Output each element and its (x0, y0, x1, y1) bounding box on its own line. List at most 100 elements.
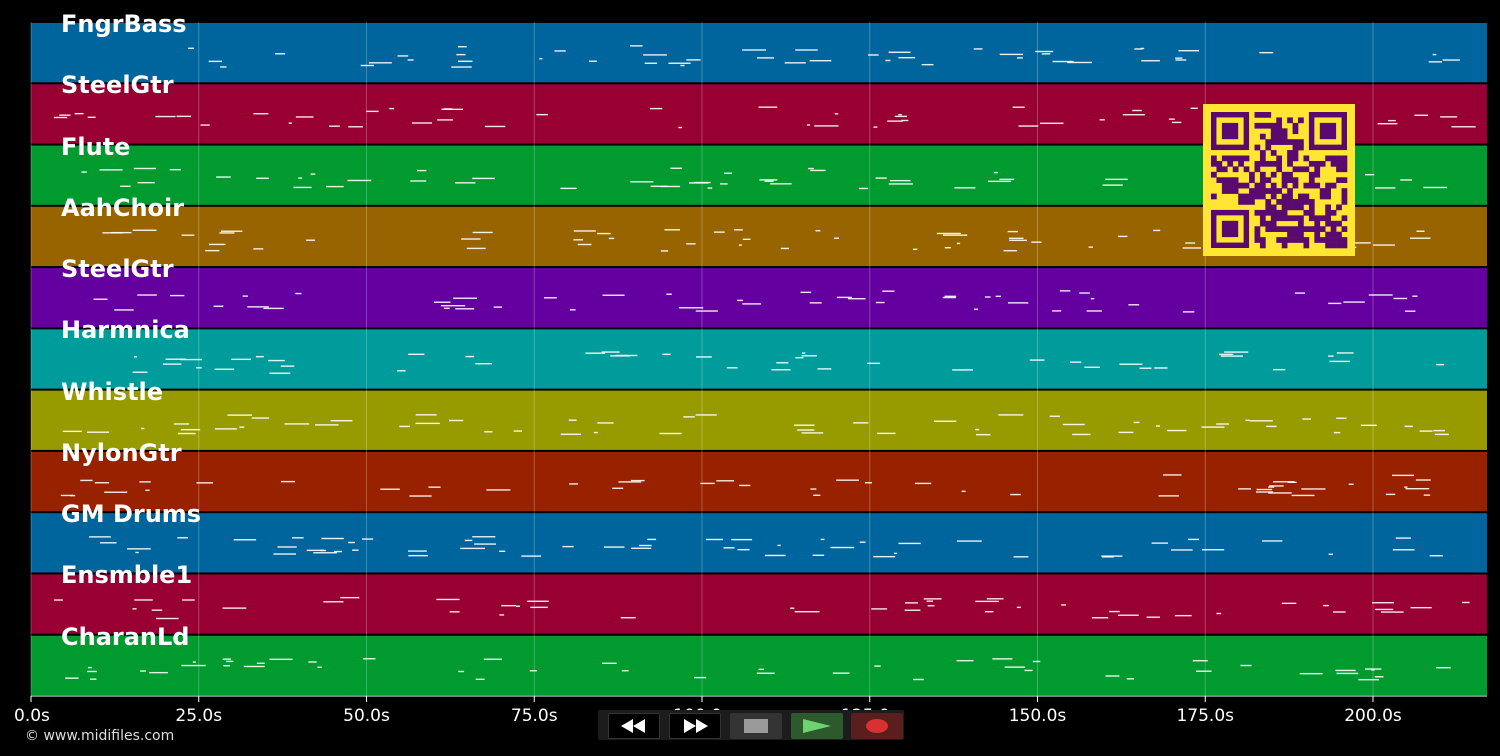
note (284, 423, 310, 425)
note (734, 229, 743, 231)
note (293, 186, 312, 189)
note (530, 606, 548, 609)
note (660, 185, 681, 188)
note (455, 182, 476, 184)
note (1432, 53, 1437, 56)
note (323, 601, 344, 603)
note (1119, 363, 1143, 365)
note (927, 605, 935, 607)
note (474, 543, 496, 545)
tick-label: 50.0s (343, 706, 390, 726)
copyright-credit: © www.midifiles.com (25, 728, 175, 744)
stop-button[interactable] (730, 713, 782, 739)
note (797, 429, 815, 431)
note (921, 63, 934, 66)
note (1079, 292, 1090, 294)
record-button[interactable] (851, 713, 903, 739)
note (601, 351, 620, 353)
note (995, 295, 1001, 298)
note (1266, 425, 1277, 428)
fast-forward-button[interactable] (669, 713, 721, 739)
note (562, 545, 574, 548)
note (397, 370, 406, 372)
note (165, 358, 186, 360)
note (913, 678, 924, 681)
note (263, 307, 284, 310)
note (560, 187, 578, 190)
note (914, 482, 932, 485)
note (1404, 486, 1408, 488)
note (539, 58, 543, 60)
note (817, 368, 832, 370)
note (795, 49, 818, 51)
note (196, 367, 202, 369)
note (200, 124, 210, 126)
note (308, 661, 317, 663)
note (853, 422, 869, 424)
note (739, 484, 751, 487)
note (1335, 669, 1356, 672)
note (756, 672, 775, 674)
track-lane (31, 635, 1487, 695)
note (499, 550, 506, 552)
note (1405, 487, 1430, 490)
note (256, 662, 265, 664)
note (806, 124, 811, 126)
note (644, 62, 658, 64)
note (1187, 538, 1200, 541)
note (214, 428, 237, 430)
note (630, 181, 654, 183)
note (808, 167, 814, 170)
note (1190, 107, 1198, 109)
note (759, 179, 778, 181)
note (140, 670, 146, 672)
note (630, 479, 645, 482)
note (196, 482, 214, 484)
note (208, 60, 223, 63)
note (1118, 614, 1139, 616)
note (1273, 481, 1295, 483)
note (1348, 483, 1354, 485)
transport-controls (598, 710, 904, 740)
note (1294, 292, 1306, 294)
note (569, 483, 579, 485)
note (162, 363, 182, 365)
note (731, 538, 753, 541)
note (417, 169, 427, 172)
note (1375, 608, 1394, 611)
note (680, 64, 685, 67)
note (1404, 425, 1413, 428)
note (60, 494, 74, 497)
note (70, 494, 76, 497)
note (389, 107, 395, 110)
note (352, 549, 359, 551)
note (1380, 611, 1404, 613)
note (222, 658, 231, 660)
note (1301, 488, 1326, 490)
note (87, 670, 97, 673)
note (1400, 179, 1413, 181)
note (543, 297, 557, 299)
note (1126, 678, 1134, 680)
note (448, 419, 464, 422)
note (647, 538, 657, 541)
rewind-button[interactable] (608, 713, 660, 739)
note (723, 547, 735, 549)
note (74, 112, 84, 115)
note (1410, 606, 1432, 609)
note (742, 303, 762, 305)
note (472, 536, 496, 538)
note (810, 169, 826, 172)
note (180, 358, 203, 361)
note (87, 116, 96, 118)
note (834, 237, 840, 239)
note (410, 180, 427, 182)
note (832, 672, 850, 674)
note (1372, 602, 1395, 604)
note (1423, 494, 1431, 496)
track-lane (31, 513, 1487, 573)
note (409, 495, 432, 497)
note (650, 185, 668, 188)
note (875, 177, 887, 179)
play-button[interactable] (791, 713, 843, 739)
